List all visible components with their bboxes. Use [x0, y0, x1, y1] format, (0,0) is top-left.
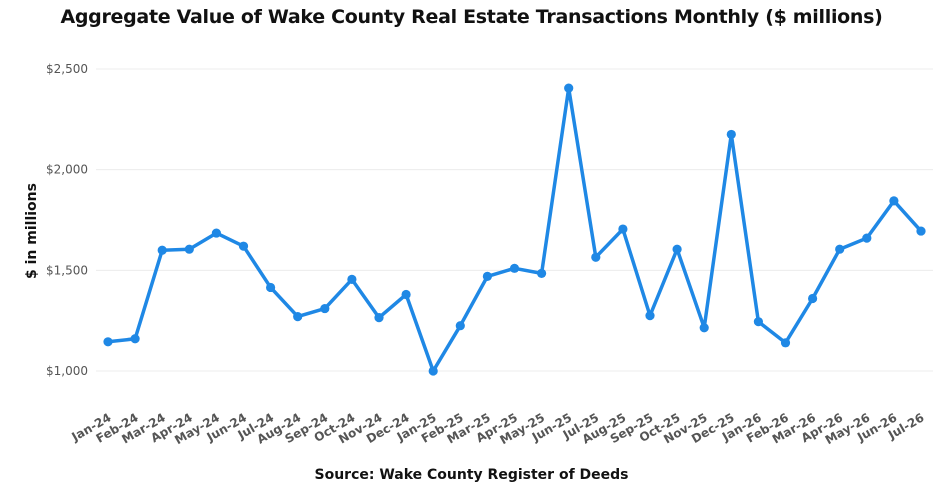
data-point [780, 338, 791, 348]
data-point [320, 303, 330, 314]
data-point [672, 244, 682, 254]
gridlines [96, 68, 933, 372]
data-point [537, 268, 547, 278]
data-point [916, 226, 926, 236]
data-point [808, 293, 818, 304]
data-point [130, 334, 140, 344]
data-point [564, 83, 574, 93]
data-point [401, 289, 411, 300]
data-points [103, 83, 926, 376]
y-tick-label: $1,500 [46, 263, 88, 277]
data-point [157, 245, 167, 255]
data-point [482, 271, 492, 281]
data-point [753, 317, 764, 327]
data-point [455, 321, 465, 331]
data-point [428, 366, 438, 376]
data-point [211, 228, 221, 238]
y-axis-label: $ in millions [24, 183, 40, 279]
data-point [591, 252, 601, 262]
data-point [862, 233, 872, 243]
data-point [374, 313, 384, 323]
data-point [293, 312, 303, 322]
y-tick-label: $2,000 [46, 163, 88, 177]
data-point [618, 224, 628, 234]
y-axis-ticks: $1,000 $1,500 $2,000 $2,500 [46, 62, 88, 378]
data-point [238, 241, 249, 251]
y-tick-label: $2,500 [46, 62, 88, 76]
y-tick-label: $1,000 [46, 364, 88, 378]
data-point [347, 274, 357, 284]
series-line [107, 86, 923, 373]
data-point [835, 244, 845, 254]
data-point [645, 311, 655, 321]
chart-title: Aggregate Value of Wake County Real Esta… [60, 6, 883, 28]
data-point [184, 244, 194, 254]
data-point [726, 129, 736, 140]
source-label: Source: Wake County Register of Deeds [314, 467, 629, 483]
data-point [889, 196, 899, 206]
data-point [103, 337, 113, 347]
x-axis-ticks: Jan-24Feb-24Mar-24Apr-24May-24Jun-24Jul-… [69, 410, 927, 447]
data-point [266, 282, 276, 293]
data-point [509, 263, 520, 273]
data-point [699, 323, 709, 333]
